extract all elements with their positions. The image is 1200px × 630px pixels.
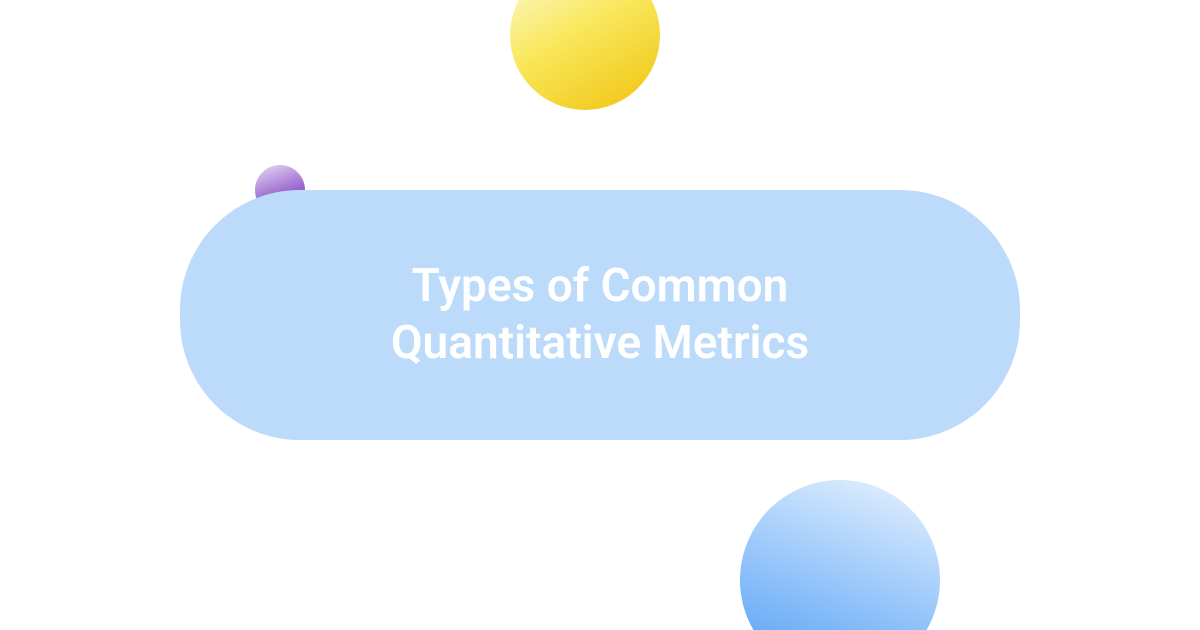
title-card: Types of Common Quantitative Metrics xyxy=(180,190,1020,440)
blue-sphere xyxy=(740,480,940,630)
title-text: Types of Common Quantitative Metrics xyxy=(391,258,809,373)
yellow-sphere xyxy=(510,0,660,110)
